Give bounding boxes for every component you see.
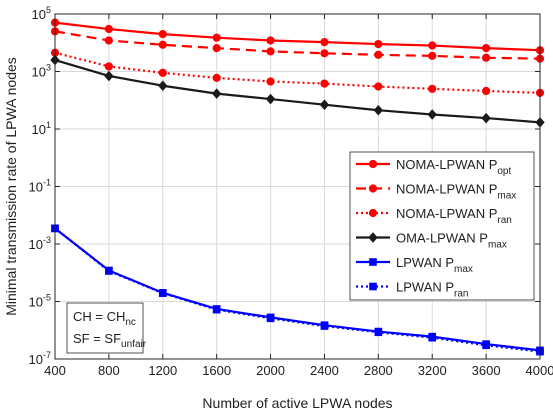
series-1 xyxy=(50,27,545,63)
legend-item-3: OMA-LPWAN Pmax xyxy=(356,231,507,251)
series-0 xyxy=(50,18,545,55)
y-tick-label: 10-5 xyxy=(29,293,51,310)
x-axis-label: Number of active LPWA nodes xyxy=(202,395,392,411)
x-tick-label: 4000 xyxy=(526,363,553,378)
data-point xyxy=(481,112,491,124)
y-tick-label: 10-3 xyxy=(29,235,51,252)
legend-item-1: NOMA-LPWAN Pmax xyxy=(356,182,516,202)
legend-item-2: NOMA-LPWAN Pran xyxy=(356,206,512,226)
data-point xyxy=(428,84,437,93)
legend-marker xyxy=(368,184,378,193)
x-tick-label: 3600 xyxy=(472,363,501,378)
data-point xyxy=(212,305,221,314)
data-point xyxy=(158,68,167,77)
data-point xyxy=(428,333,437,342)
annotation-text: SF = SFunfair xyxy=(73,331,147,350)
y-tick-label: 10-1 xyxy=(29,178,51,195)
series-line xyxy=(54,59,541,124)
legend-marker xyxy=(369,258,377,266)
data-point xyxy=(105,267,113,275)
legend-item-0: NOMA-LPWAN Popt xyxy=(356,157,511,177)
series-line xyxy=(54,227,541,353)
data-point xyxy=(104,62,113,71)
data-point xyxy=(482,86,491,96)
data-point xyxy=(374,328,383,337)
legend-box xyxy=(349,151,535,301)
axes: 400 800 1200 1600 2000 2400 2800 3200 3600 4000 10… xyxy=(29,5,553,378)
data-point xyxy=(104,24,113,34)
annotation-box: CH = CHnc SF = SFunfair xyxy=(66,302,147,354)
data-point xyxy=(319,99,330,110)
data-point xyxy=(212,44,221,53)
data-point xyxy=(266,47,275,56)
y-tick-label: 103 xyxy=(32,63,51,80)
x-tick-label: 2800 xyxy=(364,363,393,378)
series-3 xyxy=(50,54,545,128)
data-point xyxy=(482,341,490,350)
data-point xyxy=(266,36,275,45)
x-tick-label: 1200 xyxy=(148,363,177,378)
legend-item-5: LPWAN Pran xyxy=(356,280,468,300)
annotation-frame xyxy=(66,302,144,354)
series-line xyxy=(54,21,541,52)
data-point xyxy=(320,322,329,330)
data-point xyxy=(104,36,113,45)
data-point xyxy=(158,289,167,297)
x-tick-label: 2400 xyxy=(310,363,339,378)
data-point xyxy=(212,73,221,82)
legend-label: LPWAN Pmax xyxy=(396,255,473,275)
x-tick-label: 400 xyxy=(44,363,66,378)
legend-label: OMA-LPWAN Pmax xyxy=(396,231,507,251)
data-point xyxy=(212,33,221,42)
y-tick-label: 10-7 xyxy=(29,350,51,367)
data-point xyxy=(374,82,383,91)
data-point xyxy=(266,77,275,86)
y-axis-label: Minimal transmission rate of LPWA nodes xyxy=(3,57,19,316)
data-point xyxy=(158,29,167,39)
series-layer xyxy=(50,18,545,356)
data-point xyxy=(158,40,167,49)
legend-marker xyxy=(368,232,378,243)
legend-marker xyxy=(368,208,378,218)
legend-marker xyxy=(369,282,377,291)
legend-label: NOMA-LPWAN Pmax xyxy=(396,182,516,202)
y-tick-label: 105 xyxy=(32,5,51,22)
legend-label: LPWAN Pran xyxy=(396,280,468,300)
data-point xyxy=(104,70,114,82)
annotation-text: CH = CHnc xyxy=(73,309,136,328)
legend-item-4: LPWAN Pmax xyxy=(356,255,473,275)
data-point xyxy=(482,44,491,53)
legend-marker xyxy=(368,159,378,169)
data-point xyxy=(373,104,384,116)
data-point xyxy=(158,80,168,91)
data-point xyxy=(427,109,437,120)
series-line xyxy=(54,51,541,95)
data-point xyxy=(211,88,222,99)
legend-label: NOMA-LPWAN Popt xyxy=(396,157,511,177)
data-point xyxy=(374,50,383,59)
y-tick-label: 101 xyxy=(32,120,51,137)
data-point xyxy=(428,41,437,50)
x-tick-label: 2000 xyxy=(256,363,285,378)
data-point xyxy=(320,38,329,47)
series-line xyxy=(54,30,541,60)
x-tick-label: 1600 xyxy=(202,363,231,378)
data-point xyxy=(320,49,329,58)
data-point xyxy=(266,314,275,323)
data-point xyxy=(482,53,491,62)
data-point xyxy=(428,51,437,60)
data-point xyxy=(265,93,276,105)
data-point xyxy=(374,39,383,49)
data-point xyxy=(320,79,329,88)
legend-label: NOMA-LPWAN Pran xyxy=(396,206,512,226)
x-tick-label: 3200 xyxy=(418,363,447,378)
legend: NOMA-LPWAN Popt NOMA-LPWAN Pmax NOMA-LPWAN… xyxy=(349,151,535,301)
x-tick-label: 800 xyxy=(98,363,120,378)
